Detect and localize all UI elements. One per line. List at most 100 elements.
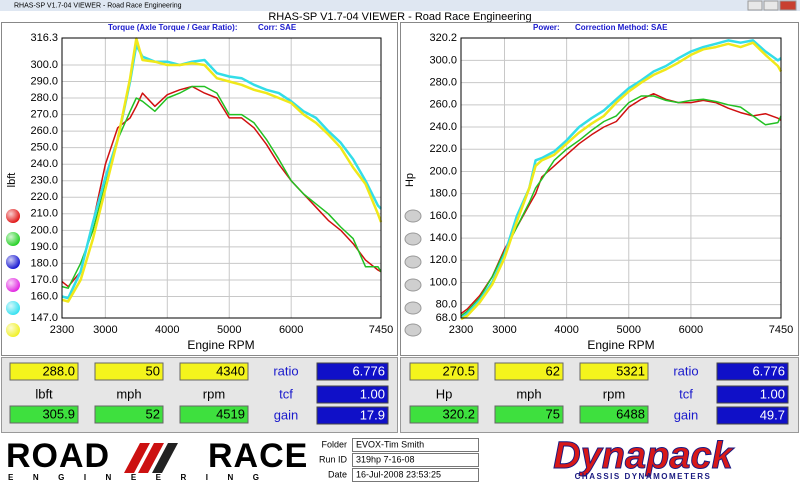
readout-label: lbft (35, 386, 53, 401)
readout-box (179, 405, 249, 424)
y-tick-label: 290.0 (30, 75, 58, 87)
chart-subtitle: Corr: SAE (258, 23, 297, 32)
logo-slash (152, 443, 178, 473)
readout-value: 288.0 (42, 363, 75, 378)
param-box (716, 385, 789, 404)
readout-value: 6488 (616, 406, 645, 421)
y-tick-label: 240.0 (429, 121, 457, 133)
run-button[interactable] (404, 255, 422, 269)
logo-subtext: ENGINEERING (8, 473, 279, 482)
y-tick-label: 160.0 (30, 290, 58, 302)
chart-subtitle: Torque (Axle Torque / Gear Ratio): (108, 23, 238, 32)
data-line (61, 37, 383, 303)
run-button[interactable] (404, 278, 422, 292)
field-value: 319hp 7-16-08 (356, 454, 415, 464)
button-gloss (6, 255, 20, 269)
x-tick-label: 3000 (492, 324, 516, 336)
run-buttons (404, 209, 422, 337)
y-tick-label: 147.0 (30, 312, 58, 324)
y-tick-label: 250.0 (30, 142, 58, 154)
readout-box (494, 362, 564, 381)
plot-area (62, 38, 381, 318)
button-gloss (6, 301, 20, 315)
param-label: tcf (279, 386, 293, 401)
param-label: ratio (273, 363, 298, 378)
param-box (716, 406, 789, 425)
y-tick-label: 220.0 (429, 143, 457, 155)
readout-box (9, 405, 79, 424)
param-value: 1.00 (360, 386, 385, 401)
y-tick-label: 260.0 (429, 99, 457, 111)
y-tick-label: 280.0 (429, 77, 457, 89)
param-label: gain (274, 407, 299, 422)
param-value: 6.776 (752, 363, 785, 378)
field-label: Date (328, 469, 347, 479)
close-button[interactable] (779, 0, 797, 11)
y-tick-label: 200.0 (30, 224, 58, 236)
button-gloss (6, 232, 20, 246)
field-box (352, 453, 479, 467)
x-tick-label: 2300 (50, 324, 74, 336)
readout-value: 305.9 (42, 406, 75, 421)
param-box (316, 362, 389, 381)
field-label: Run ID (319, 454, 348, 464)
param-value: 6.776 (352, 363, 385, 378)
x-tick-label: 2300 (449, 324, 473, 336)
readout-box (409, 362, 479, 381)
readout-box (94, 362, 164, 381)
readout-value: 52 (146, 406, 160, 421)
run-button[interactable] (404, 323, 422, 337)
run-buttons (6, 209, 20, 337)
readout-label: Hp (436, 386, 453, 401)
y-tick-label: 316.3 (30, 32, 58, 44)
y-tick-label: 100.0 (429, 276, 457, 288)
readout-box (9, 362, 79, 381)
readout-box (409, 405, 479, 424)
run-button[interactable] (404, 301, 422, 315)
y-tick-label: 120.0 (429, 254, 457, 266)
param-box (316, 406, 389, 425)
x-tick-label: 5000 (217, 324, 241, 336)
logo-text: ROAD (6, 437, 110, 475)
maximize-button[interactable] (763, 0, 779, 11)
y-tick-label: 260.0 (30, 125, 58, 137)
readout-value: 50 (146, 363, 160, 378)
readout-value: 5321 (616, 363, 645, 378)
minimize-button[interactable] (747, 0, 763, 11)
y-tick-label: 190.0 (30, 241, 58, 253)
plot-frame (460, 37, 782, 319)
x-tick-label: 7450 (369, 324, 393, 336)
y-tick-label: 80.0 (436, 299, 457, 311)
y-tick-label: 210.0 (30, 208, 58, 220)
logo-slash (138, 443, 164, 473)
run-button[interactable] (404, 209, 422, 223)
y-tick-label: 230.0 (30, 175, 58, 187)
chart-subtitle: Correction Method: SAE (575, 23, 668, 32)
readout-box (179, 362, 249, 381)
y-axis-label: lbft (6, 173, 18, 188)
field-label: Folder (321, 439, 347, 449)
x-tick-label: 3000 (93, 324, 117, 336)
readout-value: 62 (546, 363, 560, 378)
readout-box (494, 405, 564, 424)
readout-label: mph (116, 386, 141, 401)
field-value: EVOX-Tim Smith (356, 439, 424, 449)
brand-subtext: CHASSIS DYNAMOMETERS (575, 472, 712, 481)
x-tick-label: 4000 (554, 324, 578, 336)
app-title: RHAS-SP V1.7-04 VIEWER - Road Race Engin… (268, 11, 531, 23)
y-tick-label: 320.2 (429, 32, 457, 44)
y-tick-label: 200.0 (429, 165, 457, 177)
readout-label: rpm (603, 386, 625, 401)
title-bar (0, 0, 800, 11)
param-value: 1.00 (760, 386, 785, 401)
run-button[interactable] (404, 232, 422, 246)
readout-value: 75 (546, 406, 560, 421)
y-tick-label: 180.0 (429, 188, 457, 200)
field-box (352, 438, 479, 452)
logo-slashes (124, 443, 178, 473)
y-tick-label: 170.0 (30, 274, 58, 286)
y-tick-label: 240.0 (30, 158, 58, 170)
param-label: gain (674, 407, 699, 422)
data-line (460, 41, 783, 321)
